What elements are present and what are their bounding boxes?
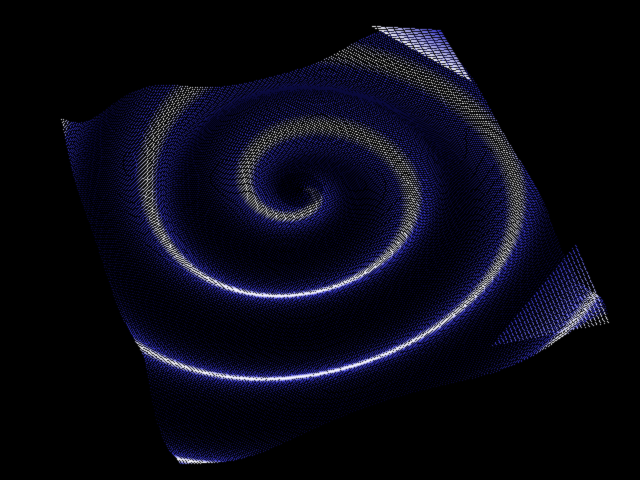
render-viewport xyxy=(0,0,640,480)
spiral-surface-render xyxy=(0,0,640,480)
